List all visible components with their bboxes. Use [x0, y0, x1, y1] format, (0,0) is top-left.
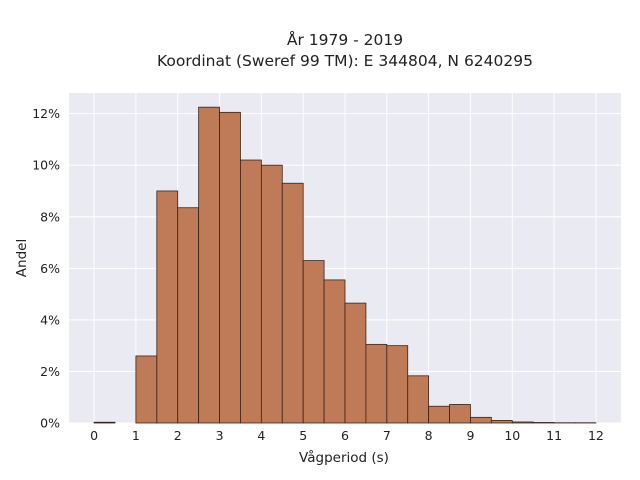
histogram-bar — [365, 343, 388, 424]
x-tick-label: 11 — [546, 428, 562, 443]
y-tick-label: 12% — [32, 106, 60, 121]
x-tick-label: 2 — [174, 428, 182, 443]
histogram-bar — [281, 182, 304, 424]
y-tick-label: 4% — [40, 312, 60, 327]
histogram-bar — [177, 207, 200, 424]
histogram-bar — [93, 421, 116, 424]
chart-title-line-2: Koordinat (Sweref 99 TM): E 344804, N 62… — [157, 52, 533, 70]
histogram-bar — [302, 260, 325, 424]
y-axis-ticks: 0% 2% 4% 6% 8% 10% 12% — [32, 106, 60, 430]
y-tick-label: 10% — [32, 158, 60, 173]
x-tick-label: 0 — [90, 428, 98, 443]
histogram-bar — [490, 420, 513, 424]
x-tick-label: 4 — [257, 428, 265, 443]
histogram-bar — [511, 421, 534, 424]
y-tick-label: 2% — [40, 364, 60, 379]
histogram-bar — [323, 279, 346, 424]
y-tick-label: 8% — [40, 209, 60, 224]
histogram-bar — [198, 106, 220, 424]
histogram-bar — [135, 355, 158, 424]
x-tick-label: 1 — [132, 428, 140, 443]
y-tick-label: 6% — [40, 261, 60, 276]
histogram-bar — [532, 422, 555, 424]
histogram-bar — [428, 405, 450, 424]
histogram-bar — [449, 404, 471, 424]
chart-title-line-1: År 1979 - 2019 — [287, 30, 403, 49]
x-tick-label: 8 — [425, 428, 433, 443]
x-tick-label: 10 — [504, 428, 520, 443]
histogram-bar — [386, 345, 409, 424]
y-tick-label: 0% — [40, 416, 60, 431]
x-tick-label: 6 — [341, 428, 349, 443]
histogram-bar — [344, 302, 367, 424]
histogram-bar — [240, 159, 262, 424]
histogram-bar — [407, 375, 430, 424]
bars — [93, 106, 597, 424]
histogram-bar — [260, 164, 283, 424]
x-axis-label: Vågperiod (s) — [299, 449, 389, 466]
x-tick-label: 12 — [588, 428, 604, 443]
histogram-bar — [219, 111, 241, 424]
x-tick-label: 3 — [216, 428, 224, 443]
x-tick-label: 7 — [383, 428, 391, 443]
histogram-bar — [470, 416, 492, 424]
x-tick-label: 5 — [299, 428, 307, 443]
x-tick-label: 9 — [466, 428, 474, 443]
histogram-bar — [156, 190, 179, 424]
x-axis-ticks: 0 1 2 3 4 5 6 7 8 9 10 11 12 — [90, 428, 604, 443]
y-axis-label: Andel — [14, 239, 30, 277]
